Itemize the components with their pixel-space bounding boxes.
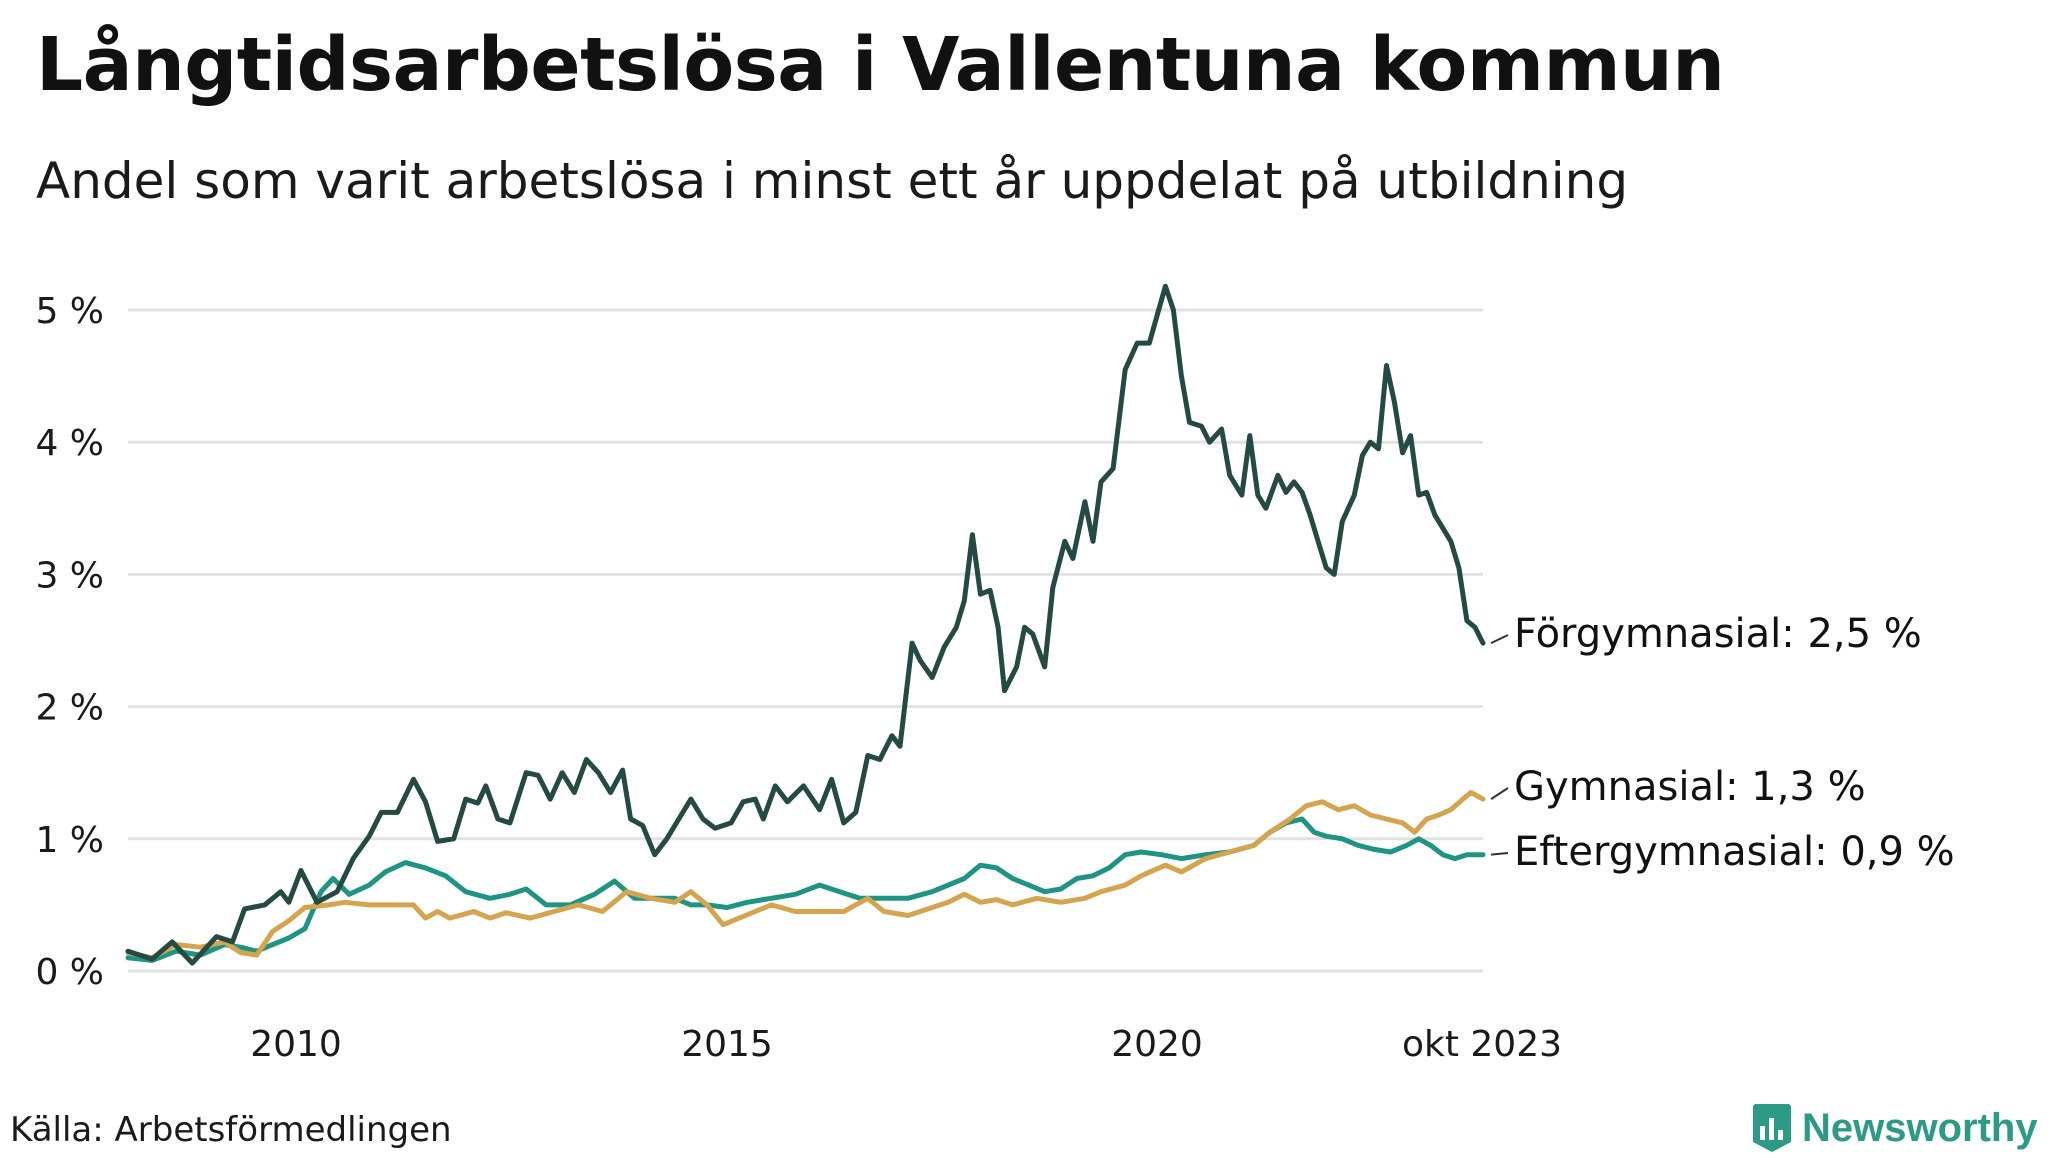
y-tick-label: 3 %	[35, 555, 104, 596]
chart-subtitle: Andel som varit arbetslösa i minst ett å…	[36, 152, 1629, 210]
chart-title: Långtidsarbetslösa i Vallentuna kommun	[36, 22, 1725, 108]
series-line-förgymnasial	[125, 283, 1486, 966]
series-line-gymnasial	[125, 790, 1486, 961]
y-tick-label: 2 %	[35, 688, 104, 729]
x-tick-label: okt 2023	[1402, 1024, 1562, 1065]
end-label-gymnasial: Gymnasial: 1,3 %	[1514, 764, 1866, 810]
end-label-eftergymnasial: Eftergymnasial: 0,9 %	[1514, 829, 1955, 875]
end-label-leader	[1490, 634, 1509, 645]
y-tick-label: 4 %	[35, 423, 104, 464]
series-line-eftergymnasial	[125, 816, 1486, 963]
gridlines	[128, 308, 1483, 973]
x-tick-label: 2020	[1111, 1024, 1203, 1065]
x-tick-label: 2010	[250, 1024, 342, 1065]
series-end-labels: Förgymnasial: 2,5 % Gymnasial: 1,3 % Efter…	[1490, 611, 1955, 875]
newsworthy-logo: Newsworthy	[1752, 1098, 2038, 1158]
y-tick-label: 1 %	[35, 820, 104, 861]
source-note: Källa: Arbetsförmedlingen	[10, 1110, 452, 1150]
end-label-förgymnasial: Förgymnasial: 2,5 %	[1514, 611, 1922, 657]
x-axis-tick-labels: 2010 2015 2020 okt 2023	[250, 1024, 1562, 1065]
end-label-leader	[1490, 787, 1509, 800]
brand-name: Newsworthy	[1802, 1105, 2038, 1150]
y-axis-tick-labels: 0 % 1 % 2 % 3 % 4 % 5 %	[35, 291, 104, 993]
x-tick-label: 2015	[681, 1024, 773, 1065]
y-tick-label: 0 %	[35, 952, 104, 993]
bar-chart-badge-icon	[1753, 1104, 1791, 1152]
end-label-leader	[1490, 852, 1509, 856]
y-tick-label: 5 %	[35, 291, 104, 332]
series-lines	[125, 283, 1486, 966]
